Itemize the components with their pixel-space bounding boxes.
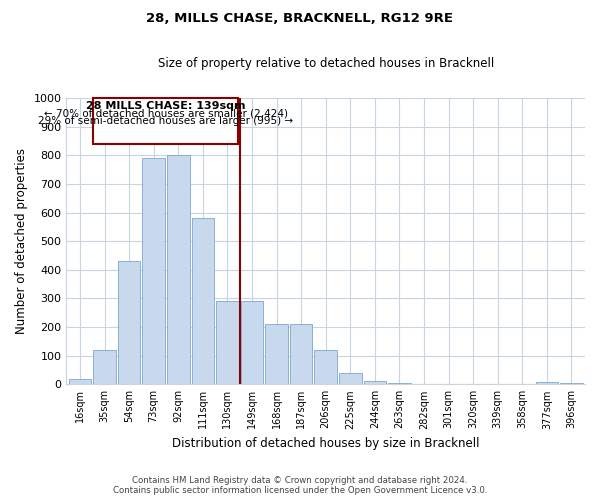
Bar	[216, 302, 239, 384]
Bar	[265, 324, 288, 384]
Text: 28, MILLS CHASE, BRACKNELL, RG12 9RE: 28, MILLS CHASE, BRACKNELL, RG12 9RE	[146, 12, 454, 26]
Bar	[339, 373, 362, 384]
Bar	[142, 158, 165, 384]
Bar	[388, 383, 411, 384]
X-axis label: Distribution of detached houses by size in Bracknell: Distribution of detached houses by size …	[172, 437, 479, 450]
Title: Size of property relative to detached houses in Bracknell: Size of property relative to detached ho…	[158, 58, 494, 70]
Bar	[560, 383, 583, 384]
FancyBboxPatch shape	[94, 98, 238, 144]
Bar	[364, 382, 386, 384]
Text: 29% of semi-detached houses are larger (995) →: 29% of semi-detached houses are larger (…	[38, 116, 293, 126]
Bar	[536, 382, 558, 384]
Y-axis label: Number of detached properties: Number of detached properties	[15, 148, 28, 334]
Text: Contains HM Land Registry data © Crown copyright and database right 2024.
Contai: Contains HM Land Registry data © Crown c…	[113, 476, 487, 495]
Bar	[93, 350, 116, 384]
Bar	[118, 261, 140, 384]
Bar	[167, 156, 190, 384]
Bar	[290, 324, 313, 384]
Text: 28 MILLS CHASE: 139sqm: 28 MILLS CHASE: 139sqm	[86, 101, 246, 111]
Text: ← 70% of detached houses are smaller (2,424): ← 70% of detached houses are smaller (2,…	[44, 108, 288, 118]
Bar	[314, 350, 337, 384]
Bar	[191, 218, 214, 384]
Bar	[241, 302, 263, 384]
Bar	[68, 379, 91, 384]
